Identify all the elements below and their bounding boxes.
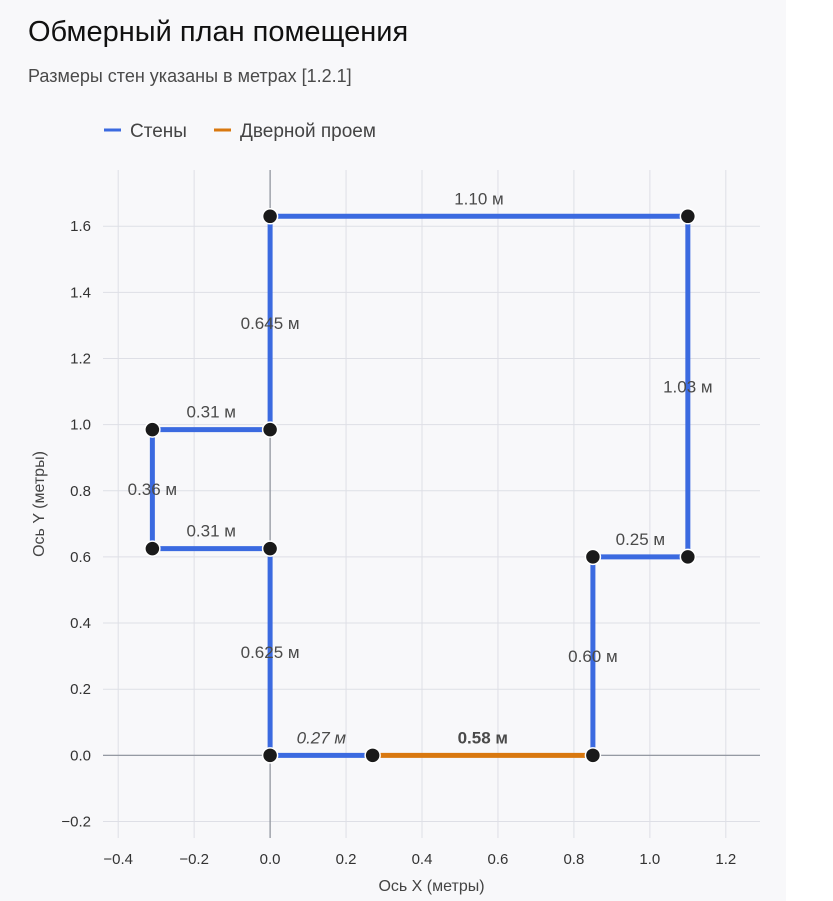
x-tick-label: 0.6 — [488, 851, 509, 868]
wall-segments — [149, 213, 691, 758]
corner-point-2 — [364, 747, 381, 764]
x-tick-label: −0.2 — [179, 851, 209, 868]
plot-area — [103, 170, 760, 838]
corner-point-8 — [261, 421, 279, 438]
corner-point-4 — [584, 548, 602, 566]
y-tick-label: 0.6 — [70, 549, 91, 566]
y-tick-label: 1.2 — [70, 350, 91, 367]
segment-label-6: 1.10 м — [454, 189, 504, 208]
y-tick-label: 0.2 — [70, 681, 91, 698]
segment-label-10: 0.31 м — [186, 522, 236, 541]
segment-label-5: 1.03 м — [663, 378, 713, 397]
legend-label-2: Дверной проем — [240, 121, 376, 142]
segment-label-2: 0.58 м — [458, 728, 508, 747]
x-tick-label: 1.0 — [639, 851, 660, 868]
chart-legend: Стены Дверной проем — [104, 121, 376, 142]
x-tick-label: −0.4 — [103, 851, 133, 868]
corner-points — [144, 208, 697, 764]
segment-label-7: 0.645 м — [241, 314, 300, 333]
corner-point-1 — [261, 747, 279, 764]
segment-label-1: 0.27 м — [297, 728, 347, 747]
corner-point-11 — [261, 540, 279, 557]
segment-label-11: 0.625 м — [241, 643, 300, 662]
corner-point-7 — [261, 208, 279, 225]
y-tick-label: 0.0 — [70, 747, 91, 764]
y-tick-label: 1.0 — [70, 417, 91, 434]
x-tick-label: 1.2 — [715, 851, 736, 868]
corner-point-5 — [679, 548, 697, 566]
y-tick-label: 0.8 — [70, 483, 91, 500]
corner-point-10 — [144, 540, 161, 557]
y-tick-label: −0.2 — [61, 813, 91, 830]
x-tick-label: 0.0 — [260, 851, 281, 868]
x-tick-label: 0.4 — [412, 851, 433, 868]
corner-point-6 — [679, 208, 697, 225]
page-title: Обмерный план помещения — [28, 16, 409, 48]
legend-label-1: Стены — [130, 121, 187, 142]
y-tick-label: 1.6 — [70, 218, 91, 235]
segment-label-3: 0.60 м — [568, 647, 618, 666]
x-axis-title: Ось X (метры) — [378, 878, 484, 895]
segment-label-8: 0.31 м — [186, 403, 236, 422]
segment-label-9: 0.36 м — [128, 480, 178, 499]
corner-point-9 — [144, 421, 161, 438]
corner-point-3 — [584, 747, 602, 764]
y-tick-label: 0.4 — [70, 615, 91, 632]
x-tick-label: 0.8 — [563, 851, 584, 868]
y-axis-title: Ось Y (метры) — [31, 451, 48, 557]
segment-label-4: 0.25 м — [616, 530, 666, 549]
x-axis-ticks: −0.4 −0.2 0.0 0.2 0.4 0.6 0.8 1.0 1.2 — [103, 851, 736, 868]
page-subtitle: Размеры стен указаны в метрах [1.2.1] — [28, 66, 352, 86]
y-tick-label: 1.4 — [70, 284, 91, 301]
x-tick-label: 0.2 — [336, 851, 357, 868]
segment-labels: 0.27 м 0.58 м 0.60 м 0.25 м 1.03 м 1.10 м 0.64… — [128, 189, 713, 747]
y-axis-ticks: −0.2 0.0 0.2 0.4 0.6 0.8 1.0 1.2 1.4 1.6 — [61, 218, 91, 830]
